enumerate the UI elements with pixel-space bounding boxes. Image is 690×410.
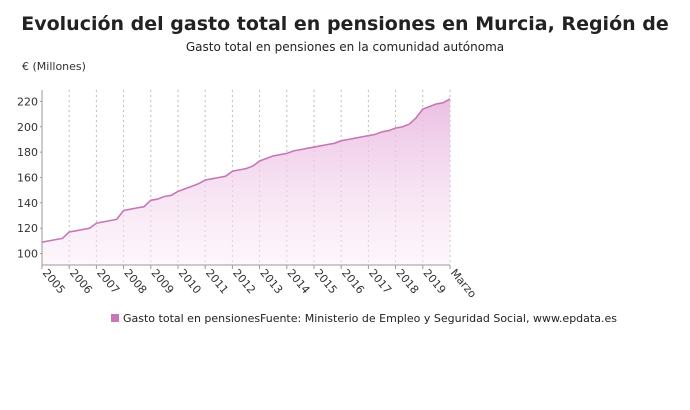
y-tick-label: 100 bbox=[17, 248, 38, 261]
x-tick-label: 2010 bbox=[176, 267, 204, 297]
x-tick-label: 2014 bbox=[285, 267, 313, 297]
x-tick-label: 2009 bbox=[149, 267, 177, 297]
chart-title: Evolución del gasto total en pensiones e… bbox=[21, 13, 669, 35]
x-tick-label: 2016 bbox=[339, 267, 367, 297]
y-tick-label: 220 bbox=[17, 95, 38, 108]
x-tick-label: 2013 bbox=[257, 267, 285, 297]
x-tick-label: 2015 bbox=[312, 267, 340, 297]
y-tick-label: 120 bbox=[17, 222, 38, 235]
x-tick-label: 2019 bbox=[421, 267, 449, 297]
x-tick-label: 2012 bbox=[230, 267, 258, 297]
y-axis-label: € (Millones) bbox=[22, 60, 86, 73]
x-tick-label: Marzo bbox=[448, 267, 480, 301]
source: Fuente: Ministerio de Empleo y Seguridad… bbox=[260, 312, 617, 325]
line bbox=[41, 98, 451, 243]
y-tick-label: 160 bbox=[17, 172, 38, 185]
x-tick-label: 2018 bbox=[393, 267, 421, 297]
x-tick-label: 2005 bbox=[40, 267, 68, 297]
y-tick-label: 140 bbox=[17, 197, 38, 210]
x-tick-label: 2006 bbox=[67, 267, 95, 297]
y-tick-label: 200 bbox=[17, 121, 38, 134]
x-tick-label: 2008 bbox=[121, 267, 149, 297]
chart-subtitle: Gasto total en pensiones en la comunidad… bbox=[186, 40, 504, 54]
x-tick-label: 2007 bbox=[94, 267, 122, 297]
legend-label: Gasto total en pensiones bbox=[123, 312, 260, 325]
legend-swatch bbox=[111, 314, 119, 322]
x-tick-label: 2011 bbox=[203, 267, 231, 297]
area bbox=[42, 98, 450, 266]
y-tick-label: 180 bbox=[17, 146, 38, 159]
x-tick-label: 2017 bbox=[366, 267, 394, 297]
